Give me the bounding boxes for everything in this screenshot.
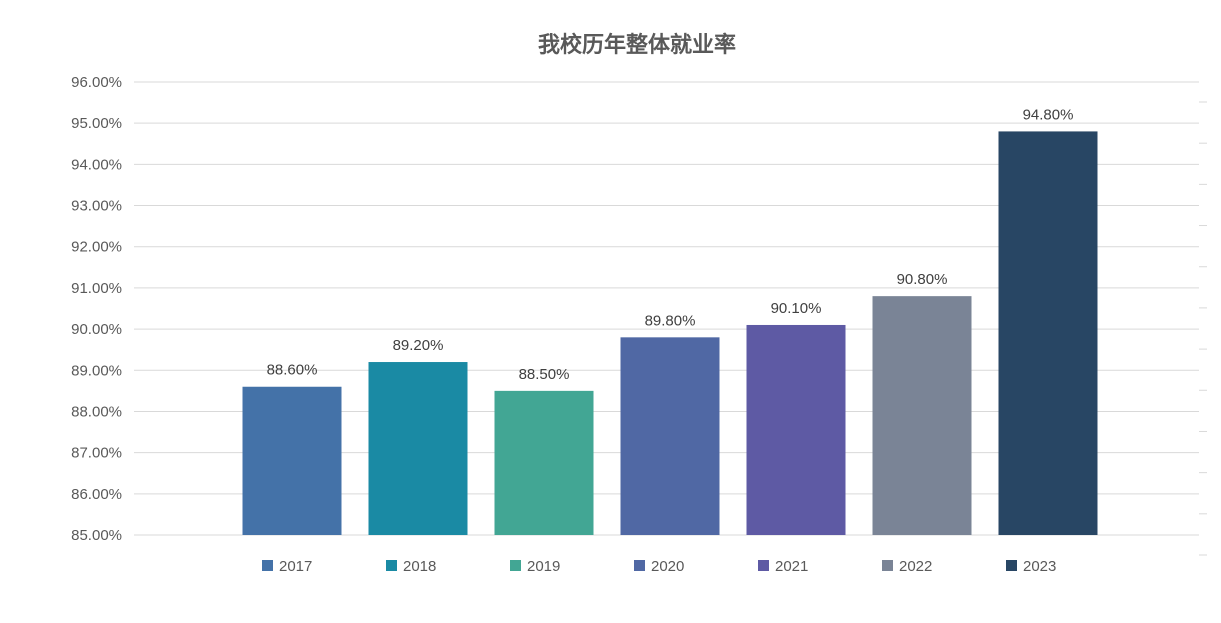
y-axis-tick-labels: 85.00% 86.00% 87.00% 88.00% 89.00% 90.00% 91.0… <box>71 74 122 544</box>
legend-swatch-2020 <box>634 560 645 571</box>
y-tick-label: 91.00% <box>71 280 122 297</box>
y-tick-label: 90.00% <box>71 321 122 338</box>
y-tick-label: 94.00% <box>71 156 122 173</box>
data-label-2021: 90.10% <box>771 300 822 317</box>
legend-swatch-2019 <box>510 560 521 571</box>
legend-label-2022: 2022 <box>899 558 932 575</box>
bar-2019 <box>494 390 594 535</box>
y-tick-label: 92.00% <box>71 239 122 256</box>
bar-2020 <box>620 337 720 535</box>
legend-label-2019: 2019 <box>527 558 560 575</box>
bars <box>242 131 1098 535</box>
legend-swatch-2017 <box>262 560 273 571</box>
data-label-2023: 94.80% <box>1023 106 1074 123</box>
data-label-2017: 88.60% <box>267 362 318 379</box>
legend-swatch-2023 <box>1006 560 1017 571</box>
data-labels: 88.60% 89.20% 88.50% 89.80% 90.10% 90.80% 94.8… <box>267 106 1074 382</box>
y-tick-label: 93.00% <box>71 198 122 215</box>
data-label-2019: 88.50% <box>519 366 570 383</box>
y-tick-label: 88.00% <box>71 403 122 420</box>
legend-swatch-2018 <box>386 560 397 571</box>
y-tick-label: 89.00% <box>71 362 122 379</box>
data-label-2018: 89.20% <box>393 337 444 354</box>
legend-label-2017: 2017 <box>279 558 312 575</box>
data-label-2020: 89.80% <box>645 312 696 329</box>
chart-title: 我校历年整体就业率 <box>538 32 736 58</box>
bar-2022 <box>872 296 972 535</box>
legend-swatch-2021 <box>758 560 769 571</box>
legend: 2017 2018 2019 2020 2021 2022 2023 <box>262 558 1056 575</box>
y-tick-label: 96.00% <box>71 74 122 91</box>
y-tick-label: 85.00% <box>71 527 122 544</box>
legend-swatch-2022 <box>882 560 893 571</box>
legend-label-2020: 2020 <box>651 558 684 575</box>
y-tick-label: 86.00% <box>71 486 122 503</box>
y-tick-label: 95.00% <box>71 115 122 132</box>
bar-2018 <box>368 362 468 535</box>
legend-label-2021: 2021 <box>775 558 808 575</box>
legend-label-2023: 2023 <box>1023 558 1056 575</box>
bar-2021 <box>746 324 846 535</box>
y-tick-label: 87.00% <box>71 445 122 462</box>
legend-label-2018: 2018 <box>403 558 436 575</box>
data-label-2022: 90.80% <box>897 271 948 288</box>
bar-2023 <box>998 131 1098 535</box>
bar-2017 <box>242 386 342 535</box>
